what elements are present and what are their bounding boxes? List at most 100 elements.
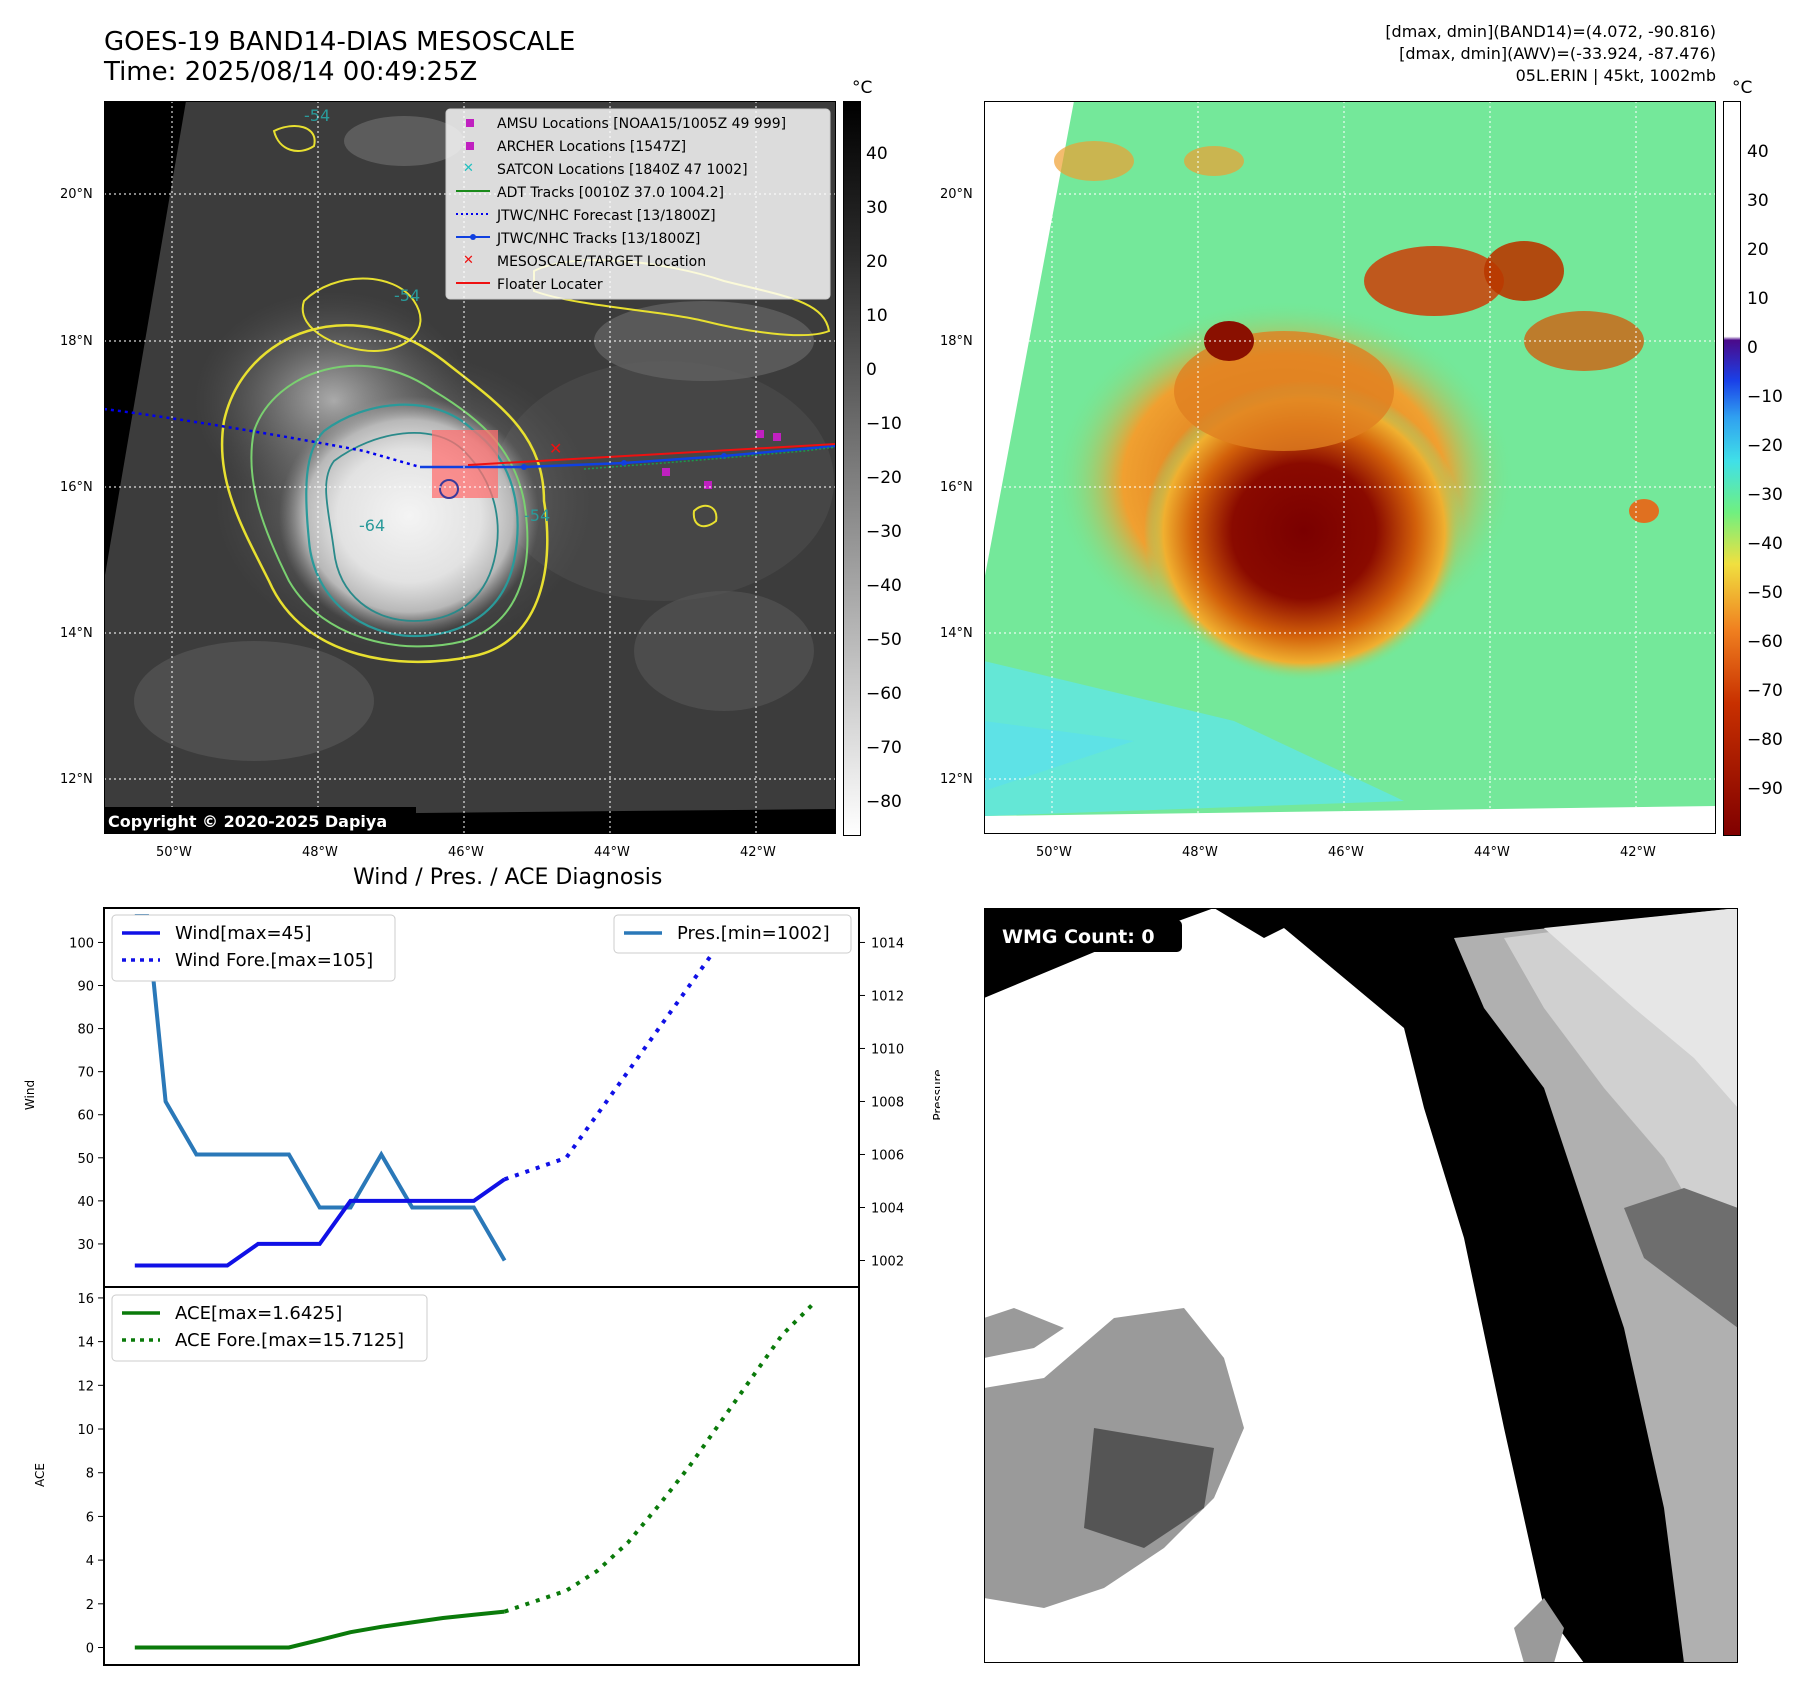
lon-label-44: 44°W <box>594 845 630 860</box>
cbar-tick: 0 <box>866 360 877 380</box>
wind-forecast-legend-label: Wind Fore.[max=105] <box>175 950 373 971</box>
main-title: GOES-19 BAND14-DIAS MESOSCALE <box>104 27 576 57</box>
ace-tick-label: 10 <box>77 1423 94 1438</box>
pressure-y-ticks: 1002 1004 1006 1008 1010 1012 1014 <box>859 936 904 1269</box>
cbar-tick: 30 <box>866 198 888 218</box>
ace-legend: ACE[max=1.6425] ACE Fore.[max=15.7125] <box>111 1294 428 1362</box>
band14-colorbar <box>843 101 861 836</box>
wind-line <box>134 1177 506 1268</box>
cbar-tick: −50 <box>1747 583 1783 603</box>
wmg-count: WMG Count: 0 <box>1002 926 1155 948</box>
wind-y-ticks: 30 40 50 60 70 80 90 100 <box>69 936 104 1253</box>
cbar-tick: −70 <box>1747 681 1783 701</box>
wind-legend-label: Wind[max=45] <box>175 923 312 944</box>
ace-tick-label: 0 <box>86 1642 94 1657</box>
archer-marker <box>773 433 781 441</box>
cbar-tick: −10 <box>1747 387 1783 407</box>
band14-map-panel: -64 -54 -54 -54 ✕ <box>103 100 837 835</box>
pressure-tick-label: 1014 <box>871 936 904 951</box>
adt-track <box>583 446 837 470</box>
wind-ylabel: Wind <box>23 1080 37 1110</box>
pressure-legend: Pres.[min=1002] <box>613 914 852 954</box>
x-marker-icon: ✕ <box>463 253 474 268</box>
ace-tick-label: 2 <box>86 1598 94 1613</box>
lon-label-42: 42°W <box>1620 845 1656 860</box>
ace-tick-label: 12 <box>77 1379 94 1394</box>
cbar-tick: 40 <box>866 144 888 164</box>
wind-tick-label: 50 <box>77 1152 94 1167</box>
cbar-tick: −60 <box>866 684 902 704</box>
lon-label-50: 50°W <box>1036 845 1072 860</box>
floater-line <box>467 443 837 466</box>
wind-legend: Wind[max=45] Wind Fore.[max=105] <box>111 914 396 982</box>
wind-series <box>134 914 813 1268</box>
ace-forecast-line <box>503 1302 815 1614</box>
cbar-tick: −80 <box>866 792 902 812</box>
cbar-tick: 30 <box>1747 191 1769 211</box>
ace-series <box>134 1302 815 1650</box>
cbar-tick: −70 <box>866 738 902 758</box>
lat-label-16: 16°N <box>940 480 973 495</box>
wind-tick-label: 70 <box>77 1066 94 1081</box>
cbar-tick: −30 <box>1747 485 1783 505</box>
contour-label-2: -54 <box>394 286 420 305</box>
band14-range: [dmax, dmin](BAND14)=(4.072, -90.816) <box>1385 22 1716 41</box>
pressure-legend-label: Pres.[min=1002] <box>677 923 830 944</box>
target-marker: ✕ <box>549 439 562 458</box>
cbar-tick: −40 <box>1747 534 1783 554</box>
awv-map <box>983 100 1717 835</box>
lat-label-12: 12°N <box>940 772 973 787</box>
cbar-tick: −60 <box>1747 632 1783 652</box>
ace-y-ticks: 0 2 4 6 8 10 12 14 16 <box>77 1292 104 1657</box>
ace-ylabel: ACE <box>33 1463 47 1487</box>
wind-forecast-line <box>503 918 813 1182</box>
lon-label-42: 42°W <box>740 845 776 860</box>
cbar-tick: 10 <box>866 306 888 326</box>
ace-line <box>134 1609 505 1650</box>
contour-label-1: -64 <box>359 516 385 535</box>
lon-label-50: 50°W <box>156 845 192 860</box>
cbar-tick: −30 <box>866 522 902 542</box>
ace-forecast-legend-label: ACE Fore.[max=15.7125] <box>175 1330 404 1351</box>
lon-label-48: 48°W <box>1182 845 1218 860</box>
lat-label-16: 16°N <box>60 480 93 495</box>
square-marker-icon <box>466 142 474 150</box>
cbar-tick: −10 <box>866 414 902 434</box>
x-marker-icon: ✕ <box>463 161 474 176</box>
wind-tick-label: 60 <box>77 1109 94 1124</box>
lat-label-12: 12°N <box>60 772 93 787</box>
band14-map: -64 -54 -54 -54 ✕ <box>103 100 837 835</box>
amsu-marker <box>704 481 712 489</box>
lon-label-44: 44°W <box>1474 845 1510 860</box>
awv-range: [dmax, dmin](AWV)=(-33.924, -87.476) <box>1399 44 1716 63</box>
legend-forecast: JTWC/NHC Forecast [13/1800Z] <box>496 208 716 224</box>
pressure-tick-label: 1010 <box>871 1042 904 1057</box>
legend-tracks: JTWC/NHC Tracks [13/1800Z] <box>496 231 700 247</box>
lon-label-46: 46°W <box>448 845 484 860</box>
archer-marker <box>756 430 764 438</box>
colorbar-unit: °C <box>852 78 873 98</box>
pressure-tick-label: 1008 <box>871 1095 904 1110</box>
timestamp: Time: 2025/08/14 00:49:25Z <box>104 57 478 87</box>
wind-tick-label: 90 <box>77 980 94 995</box>
legend-satcon: SATCON Locations [1840Z 47 1002] <box>497 162 748 178</box>
copyright: Copyright © 2020-2025 Dapiya <box>108 812 387 831</box>
legend-amsu: AMSU Locations [NOAA15/1005Z 49 999] <box>497 116 786 132</box>
legend-target: MESOSCALE/TARGET Location <box>497 254 706 270</box>
awv-colorbar <box>1723 101 1741 836</box>
colorbar-unit-right: °C <box>1732 78 1753 98</box>
ace-tick-label: 14 <box>77 1336 94 1351</box>
cbar-tick: 0 <box>1747 338 1758 358</box>
cbar-tick: 40 <box>1747 142 1769 162</box>
ace-tick-label: 16 <box>77 1292 94 1307</box>
lat-label-18: 18°N <box>940 334 973 349</box>
wmg-panel: WMG Count: 0 <box>983 907 1739 1664</box>
lat-label-14: 14°N <box>60 626 93 641</box>
lat-label-20: 20°N <box>60 187 93 202</box>
cbar-tick: −20 <box>1747 436 1783 456</box>
cbar-tick: −50 <box>866 630 902 650</box>
map-legend: ✕ ✕ AMSU Locations [NOAA15/1005Z 49 999]… <box>445 108 831 300</box>
legend-adt: ADT Tracks [0010Z 37.0 1004.2] <box>497 185 724 201</box>
cbar-tick: −90 <box>1747 779 1783 799</box>
